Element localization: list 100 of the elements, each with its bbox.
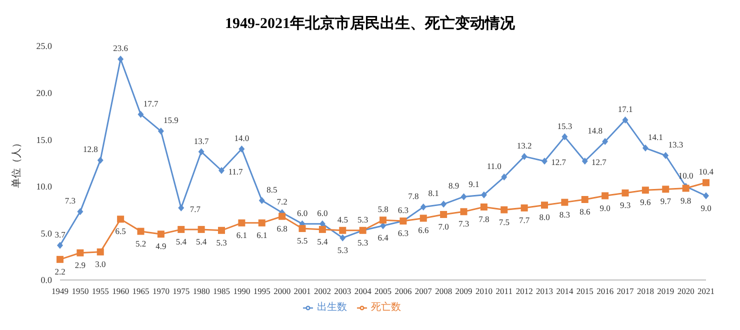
x-tick-label: 1955: [92, 286, 109, 296]
point: [138, 110, 144, 118]
point: [258, 196, 265, 204]
point: [622, 189, 629, 196]
data-label: 10.4: [698, 166, 714, 177]
point: [520, 204, 528, 212]
data-label: 2.9: [74, 260, 86, 270]
point: [158, 128, 164, 135]
point: [561, 198, 568, 206]
data-label: 15.9: [164, 115, 178, 126]
data-label: 17.7: [143, 98, 158, 108]
data-label: 8.3: [559, 209, 570, 220]
x-tick-label: 1970: [152, 286, 170, 296]
point: [703, 192, 709, 200]
point: [602, 192, 609, 200]
data-label: 7.3: [64, 196, 76, 206]
point: [662, 186, 670, 193]
point: [602, 138, 608, 145]
data-label: 12.8: [82, 144, 98, 154]
point: [480, 191, 487, 198]
x-tick-label: 2013: [536, 286, 553, 296]
data-label: 5.2: [135, 238, 146, 248]
point: [480, 203, 488, 210]
point: [76, 249, 84, 256]
legend-label: 出生数: [317, 302, 347, 313]
point: [157, 230, 164, 238]
data-label: 9.1: [468, 178, 480, 189]
x-tick-label: 1995: [253, 286, 270, 296]
point: [178, 226, 185, 233]
data-label: 15.3: [557, 120, 572, 131]
data-label: 14.0: [234, 132, 250, 143]
x-tick-label: 2017: [616, 286, 634, 296]
data-label: 17.1: [618, 104, 633, 114]
point: [97, 156, 104, 164]
point: [581, 196, 588, 204]
data-label: 12.7: [591, 157, 606, 168]
point: [218, 226, 225, 234]
x-tick-label: 1950: [72, 286, 89, 296]
point: [440, 210, 448, 218]
data-label: 8.0: [539, 212, 550, 222]
x-tick-label: 2012: [516, 286, 533, 296]
x-tick-label: 2001: [294, 286, 311, 296]
data-label: 2.2: [54, 266, 66, 276]
point: [118, 56, 124, 63]
point: [420, 203, 426, 210]
point: [380, 216, 386, 224]
point: [198, 148, 204, 156]
point: [642, 144, 648, 152]
data-label: 3.0: [95, 258, 106, 269]
point: [117, 216, 124, 223]
point: [501, 174, 508, 181]
data-label: 6.0: [296, 208, 308, 218]
point: [77, 208, 84, 216]
x-tick-label: 2002: [314, 286, 331, 296]
data-label: 7.5: [498, 216, 510, 227]
data-label: 10.0: [678, 170, 694, 180]
y-tick-label: 25.0: [36, 41, 52, 52]
data-label: 7.7: [519, 214, 530, 225]
data-label: 9.7: [660, 196, 671, 206]
x-tick-label: 2021: [698, 286, 714, 296]
data-label: 7.7: [190, 204, 200, 214]
point: [702, 179, 710, 186]
x-tick-label: 2011: [496, 286, 512, 296]
data-label: 9.0: [700, 202, 712, 213]
point: [218, 166, 224, 174]
point: [582, 158, 588, 165]
point: [562, 133, 568, 140]
x-tick-label: 1960: [112, 286, 130, 296]
data-label: 6.3: [398, 205, 408, 216]
point: [500, 206, 508, 214]
data-label: 5.3: [358, 237, 368, 248]
x-tick-label: 2020: [677, 286, 694, 296]
point: [238, 219, 246, 226]
data-label: 5.3: [216, 237, 227, 248]
point: [318, 226, 326, 233]
x-tick-label: 2006: [394, 286, 412, 296]
data-label: 7.2: [276, 196, 288, 207]
x-tick-label: 2005: [374, 286, 392, 296]
data-label: 6.6: [418, 225, 429, 236]
x-tick-label: 1985: [213, 286, 230, 296]
point: [339, 226, 346, 234]
x-tick-label: 2010: [475, 286, 492, 296]
data-label: 14.1: [648, 132, 663, 142]
data-label: 6.4: [378, 232, 390, 243]
x-tick-label: 2007: [414, 286, 432, 296]
point: [420, 214, 427, 222]
y-tick-label: 20.0: [36, 88, 52, 98]
point: [178, 204, 184, 212]
data-label: 8.1: [428, 188, 439, 198]
data-label: 5.4: [317, 236, 328, 246]
data-label: 6.1: [236, 230, 247, 240]
y-tick-label: 15.0: [36, 134, 52, 145]
x-tick-label: 2018: [636, 286, 654, 296]
x-tick-label: 1980: [192, 286, 210, 296]
point: [521, 152, 528, 160]
x-tick-label: 2003: [334, 286, 352, 296]
point: [622, 116, 628, 124]
x-tick-label: 2004: [354, 286, 372, 296]
x-tick-label: 2014: [556, 286, 574, 296]
data-label: 7.0: [438, 221, 449, 232]
